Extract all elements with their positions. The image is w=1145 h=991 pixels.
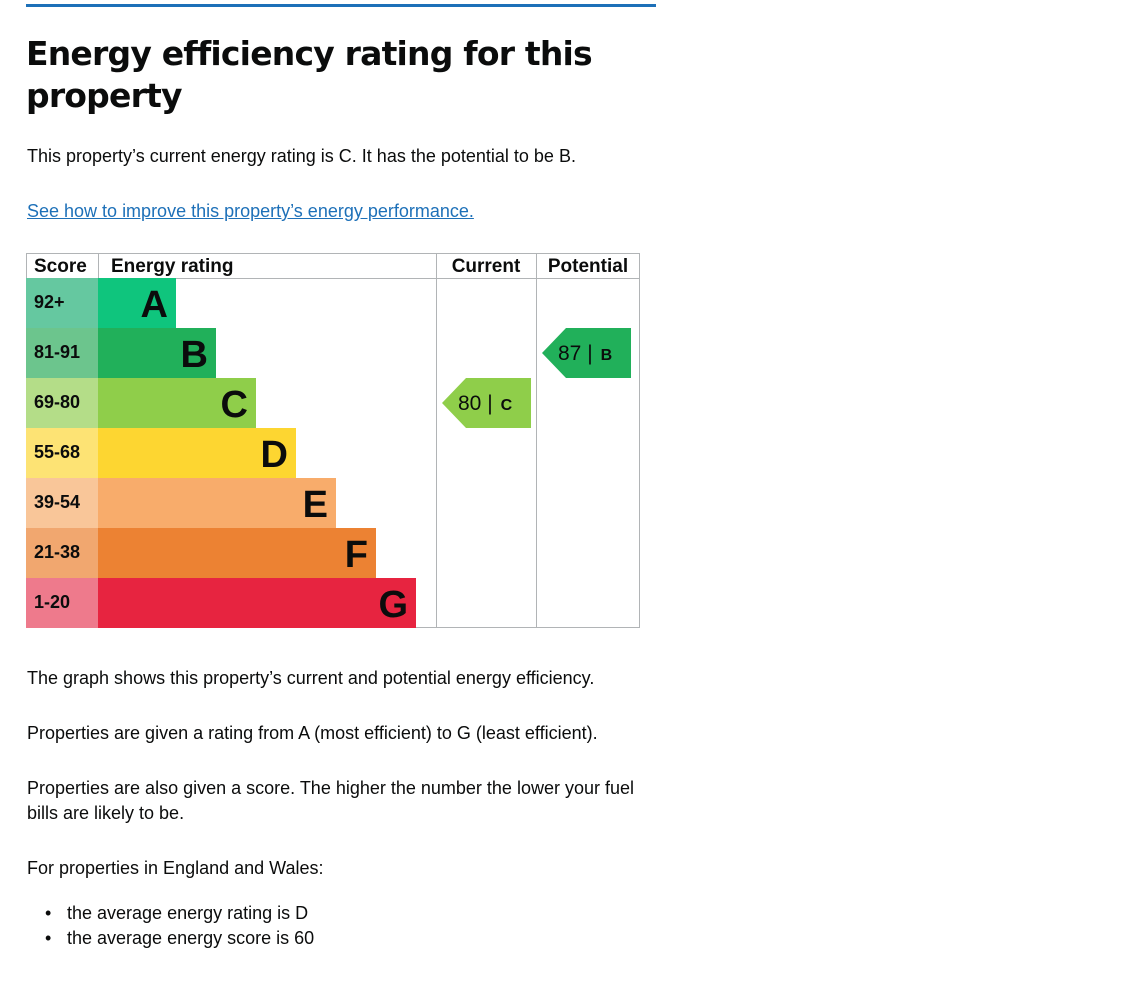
explanation-ratings: Properties are given a rating from A (mo…	[27, 723, 598, 743]
potential-column-header: Potential	[548, 256, 628, 277]
explanation-graph: The graph shows this property’s current …	[27, 668, 595, 688]
rating-letter-e: E	[303, 484, 328, 526]
score-column-header: Score	[34, 256, 87, 277]
current-rating-arrow	[442, 378, 531, 428]
list-item-average-score: the average energy score is 60	[27, 926, 314, 951]
potential-rating-arrow	[542, 328, 631, 378]
page-heading: Energy efficiency rating for this proper…	[26, 34, 593, 115]
rating-bar-e	[98, 478, 336, 528]
rating-letter-d: D	[261, 434, 288, 476]
score-cell-d	[26, 428, 98, 478]
rating-letter-a: A	[141, 284, 168, 326]
rating-bar-f	[98, 528, 376, 578]
score-range-c: 69-80	[34, 392, 80, 412]
section-top-border	[26, 4, 656, 7]
explanation-england-wales: For properties in England and Wales:	[27, 858, 324, 878]
score-cell-f	[26, 528, 98, 578]
score-cell-b	[26, 328, 98, 378]
improve-energy-performance-link[interactable]: See how to improve this property’s energ…	[27, 201, 474, 221]
rating-summary: This property’s current energy rating is…	[27, 146, 576, 166]
score-range-e: 39-54	[34, 492, 80, 512]
rating-letter-g: G	[378, 584, 408, 626]
score-range-g: 1-20	[34, 592, 70, 612]
energy-rating-chart: Score Energy rating Current Potential 92+ A 81…	[26, 253, 640, 628]
rating-letter-b: B	[181, 334, 208, 376]
score-range-d: 55-68	[34, 442, 80, 462]
potential-rating-letter: B	[601, 347, 613, 364]
explanation-score: Properties are also given a score. The h…	[27, 778, 634, 823]
rating-bar-b	[98, 328, 216, 378]
score-range-a: 92+	[34, 292, 65, 312]
average-ratings-list: the average energy rating is D the avera…	[27, 901, 314, 951]
rating-bar-c	[98, 378, 256, 428]
rating-bar-a	[98, 278, 176, 328]
list-item-average-rating: the average energy rating is D	[27, 901, 314, 926]
score-cell-a	[26, 278, 98, 328]
rating-bar-g	[98, 578, 416, 628]
current-column-header: Current	[452, 256, 521, 277]
rating-bar-d	[98, 428, 296, 478]
score-range-b: 81-91	[34, 342, 80, 362]
energy-rating-column-header: Energy rating	[111, 256, 233, 277]
rating-letter-c: C	[221, 384, 248, 426]
score-cell-e	[26, 478, 98, 528]
score-range-f: 21-38	[34, 542, 80, 562]
score-cell-c	[26, 378, 98, 428]
current-rating-letter: C	[501, 397, 513, 414]
rating-letter-f: F	[345, 534, 368, 576]
score-cell-g	[26, 578, 98, 628]
